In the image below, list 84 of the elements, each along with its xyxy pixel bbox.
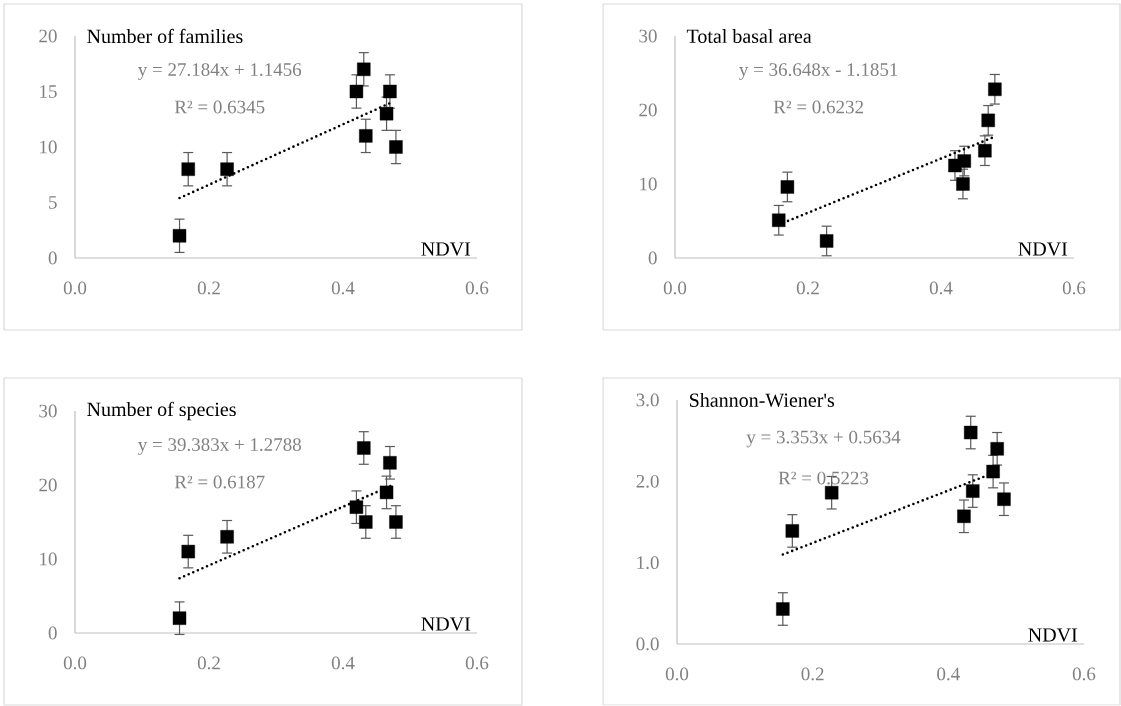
x-tick-label: 0.2 <box>801 667 824 681</box>
point <box>957 509 971 523</box>
point <box>181 162 195 176</box>
x-tick-label: 0.4 <box>937 667 960 681</box>
y-tick-label: 5 <box>49 196 57 209</box>
chart-title: Number of species <box>87 401 236 421</box>
point <box>389 140 403 154</box>
x-tick-label: 0.6 <box>465 656 489 670</box>
x-tick-label: 0.6 <box>465 281 489 295</box>
point <box>359 515 373 529</box>
x-tick-label: 0.2 <box>796 281 819 295</box>
y-tick-label: 30 <box>39 404 57 418</box>
x-tick-label: 0.0 <box>663 281 687 295</box>
annotation: R² = 0.5223 <box>778 471 869 485</box>
x-tick-label: 0.4 <box>331 656 355 670</box>
point <box>772 213 786 227</box>
point <box>349 84 364 99</box>
point <box>383 84 397 99</box>
annotation: R² = 0.6187 <box>174 475 265 489</box>
x-tick-label: 0.0 <box>665 667 689 681</box>
y-tick-label: 2.0 <box>636 474 659 488</box>
x-axis-title: NDVI <box>421 617 471 631</box>
y-tick-label: 15 <box>40 85 57 98</box>
point <box>986 464 1000 479</box>
y-tick-label: 0 <box>48 626 57 640</box>
point <box>349 500 364 514</box>
x-tick-label: 0.6 <box>1072 667 1096 681</box>
point <box>964 425 978 440</box>
y-tick-label: 3.0 <box>636 393 659 407</box>
x-tick-label: 0.4 <box>929 281 953 295</box>
point <box>966 484 980 498</box>
y-tick-label: 10 <box>40 552 57 566</box>
x-tick-label: 0.0 <box>63 281 87 295</box>
point <box>990 442 1004 456</box>
point <box>957 154 971 168</box>
point <box>357 441 371 455</box>
point <box>172 229 187 243</box>
y-tick-label: 0.0 <box>636 637 659 651</box>
y-tick-label: 10 <box>640 177 657 191</box>
chart-title: Total basal area <box>686 28 812 44</box>
annotation: y = 27.184x + 1.1456 <box>138 63 302 80</box>
y-tick-label: 30 <box>639 29 657 43</box>
point <box>220 162 234 176</box>
y-tick-label: 10 <box>40 140 57 154</box>
y-tick-label: 20 <box>39 478 57 492</box>
point <box>181 544 195 559</box>
point <box>776 602 790 616</box>
point <box>379 106 394 121</box>
point <box>785 524 800 538</box>
point <box>389 515 403 529</box>
point <box>357 62 371 76</box>
chart-title: Number of families <box>87 28 243 44</box>
y-tick-label: 0 <box>48 251 57 265</box>
annotation: y = 36.648x - 1.1851 <box>739 63 898 80</box>
x-tick-label: 0.2 <box>197 281 220 295</box>
x-tick-label: 0.4 <box>331 281 355 295</box>
x-tick-label: 0.0 <box>63 656 87 670</box>
x-axis-title: NDVI <box>1028 628 1078 642</box>
y-tick-label: 20 <box>39 29 57 43</box>
point <box>383 456 397 470</box>
y-tick-label: 1.0 <box>637 556 659 570</box>
point <box>819 234 834 248</box>
point <box>978 143 992 158</box>
annotation: R² = 0.6345 <box>174 100 265 114</box>
annotation: y = 3.353x + 0.5634 <box>746 430 901 448</box>
y-tick-label: 20 <box>639 103 657 117</box>
point <box>379 485 394 500</box>
point <box>956 177 970 191</box>
point <box>780 180 795 194</box>
x-axis-title: NDVI <box>421 242 471 256</box>
point <box>359 129 373 143</box>
annotation: R² = 0.6232 <box>773 100 864 114</box>
point <box>220 530 234 544</box>
annotation: y = 39.383x + 1.2788 <box>138 438 301 455</box>
point <box>824 486 839 500</box>
x-tick-label: 0.2 <box>197 656 220 670</box>
point <box>172 611 187 625</box>
x-axis-title: NDVI <box>1018 242 1068 256</box>
chart-title: Shannon-Wiener's <box>690 392 835 408</box>
point <box>981 113 995 128</box>
y-tick-label: 0 <box>648 251 657 265</box>
point <box>988 82 1002 96</box>
x-tick-label: 0.6 <box>1062 281 1086 295</box>
point <box>997 492 1011 506</box>
